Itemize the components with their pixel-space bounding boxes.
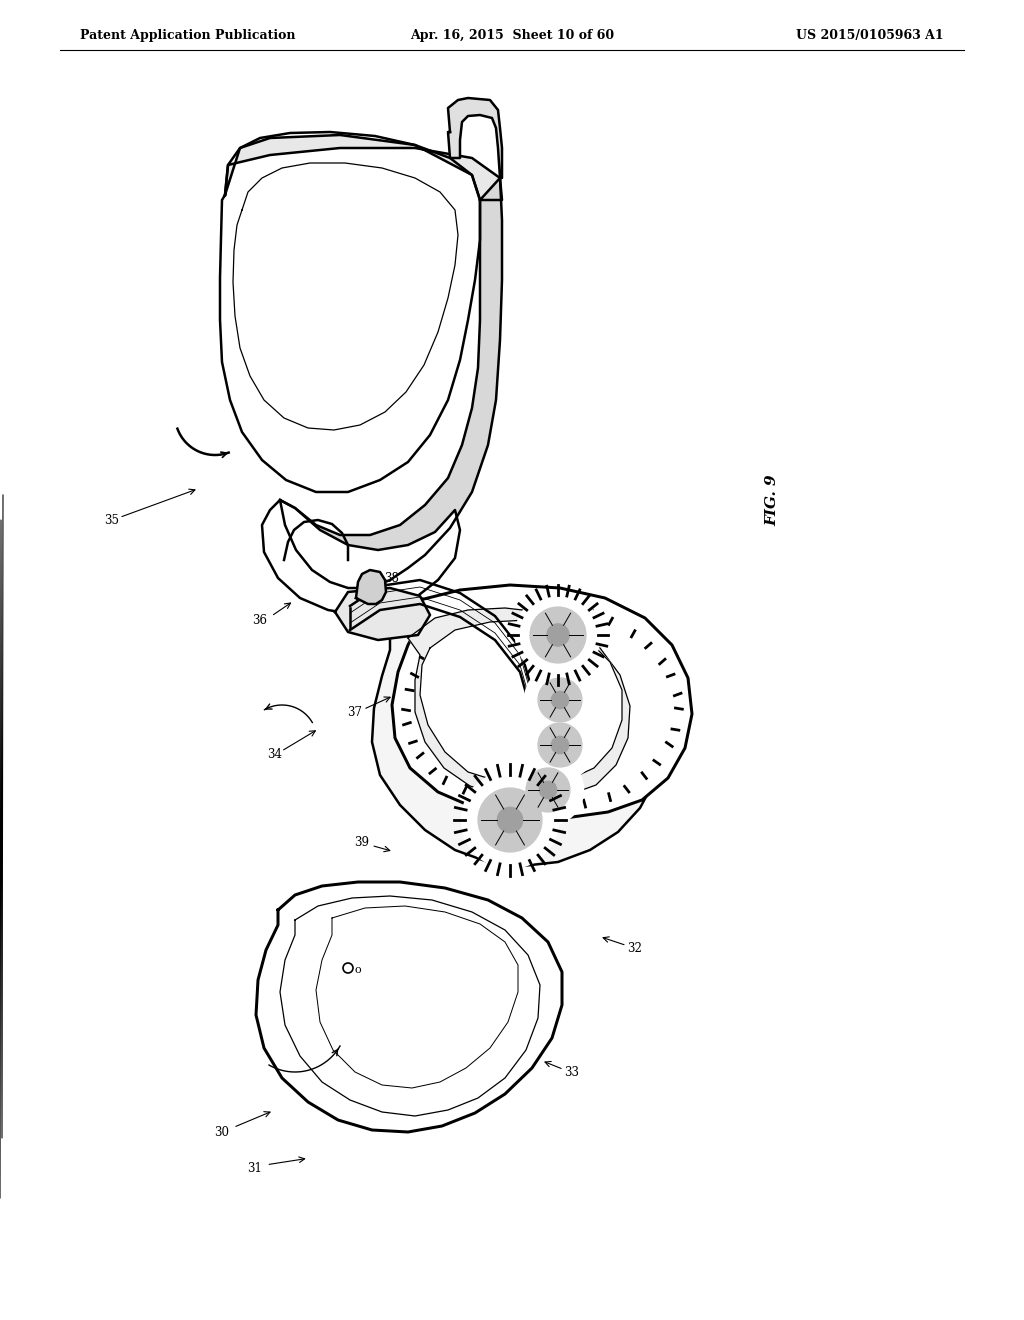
Polygon shape: [392, 585, 692, 818]
Polygon shape: [233, 162, 458, 430]
Polygon shape: [420, 620, 622, 785]
Circle shape: [551, 692, 568, 709]
Circle shape: [525, 665, 595, 735]
Circle shape: [498, 808, 523, 833]
Text: 33: 33: [564, 1065, 580, 1078]
Text: 31: 31: [248, 1162, 262, 1175]
Polygon shape: [335, 587, 430, 640]
Polygon shape: [256, 882, 562, 1133]
Text: 35: 35: [104, 513, 120, 527]
Circle shape: [551, 737, 568, 754]
Circle shape: [513, 755, 583, 825]
Text: o: o: [354, 965, 361, 975]
Polygon shape: [356, 570, 386, 605]
Text: Patent Application Publication: Patent Application Publication: [80, 29, 296, 41]
Text: 39: 39: [354, 836, 370, 849]
Text: 36: 36: [253, 614, 267, 627]
Circle shape: [525, 710, 595, 780]
Circle shape: [526, 768, 570, 812]
Circle shape: [462, 772, 558, 869]
Polygon shape: [449, 98, 502, 178]
Circle shape: [538, 723, 582, 767]
Polygon shape: [372, 598, 662, 866]
Circle shape: [540, 781, 557, 799]
Polygon shape: [262, 500, 460, 615]
Circle shape: [530, 607, 586, 663]
Circle shape: [547, 624, 569, 647]
Circle shape: [516, 593, 600, 677]
Text: FIG. 9: FIG. 9: [765, 474, 779, 525]
Text: US 2015/0105963 A1: US 2015/0105963 A1: [797, 29, 944, 41]
Text: 32: 32: [628, 941, 642, 954]
Polygon shape: [225, 135, 502, 201]
Text: 38: 38: [385, 572, 399, 585]
Text: Apr. 16, 2015  Sheet 10 of 60: Apr. 16, 2015 Sheet 10 of 60: [410, 29, 614, 41]
Text: 37: 37: [347, 705, 362, 718]
Text: 30: 30: [214, 1126, 229, 1138]
Polygon shape: [280, 178, 502, 587]
Text: 34: 34: [267, 748, 283, 762]
Circle shape: [538, 678, 582, 722]
Polygon shape: [408, 609, 630, 799]
Polygon shape: [220, 132, 480, 492]
Circle shape: [478, 788, 542, 851]
